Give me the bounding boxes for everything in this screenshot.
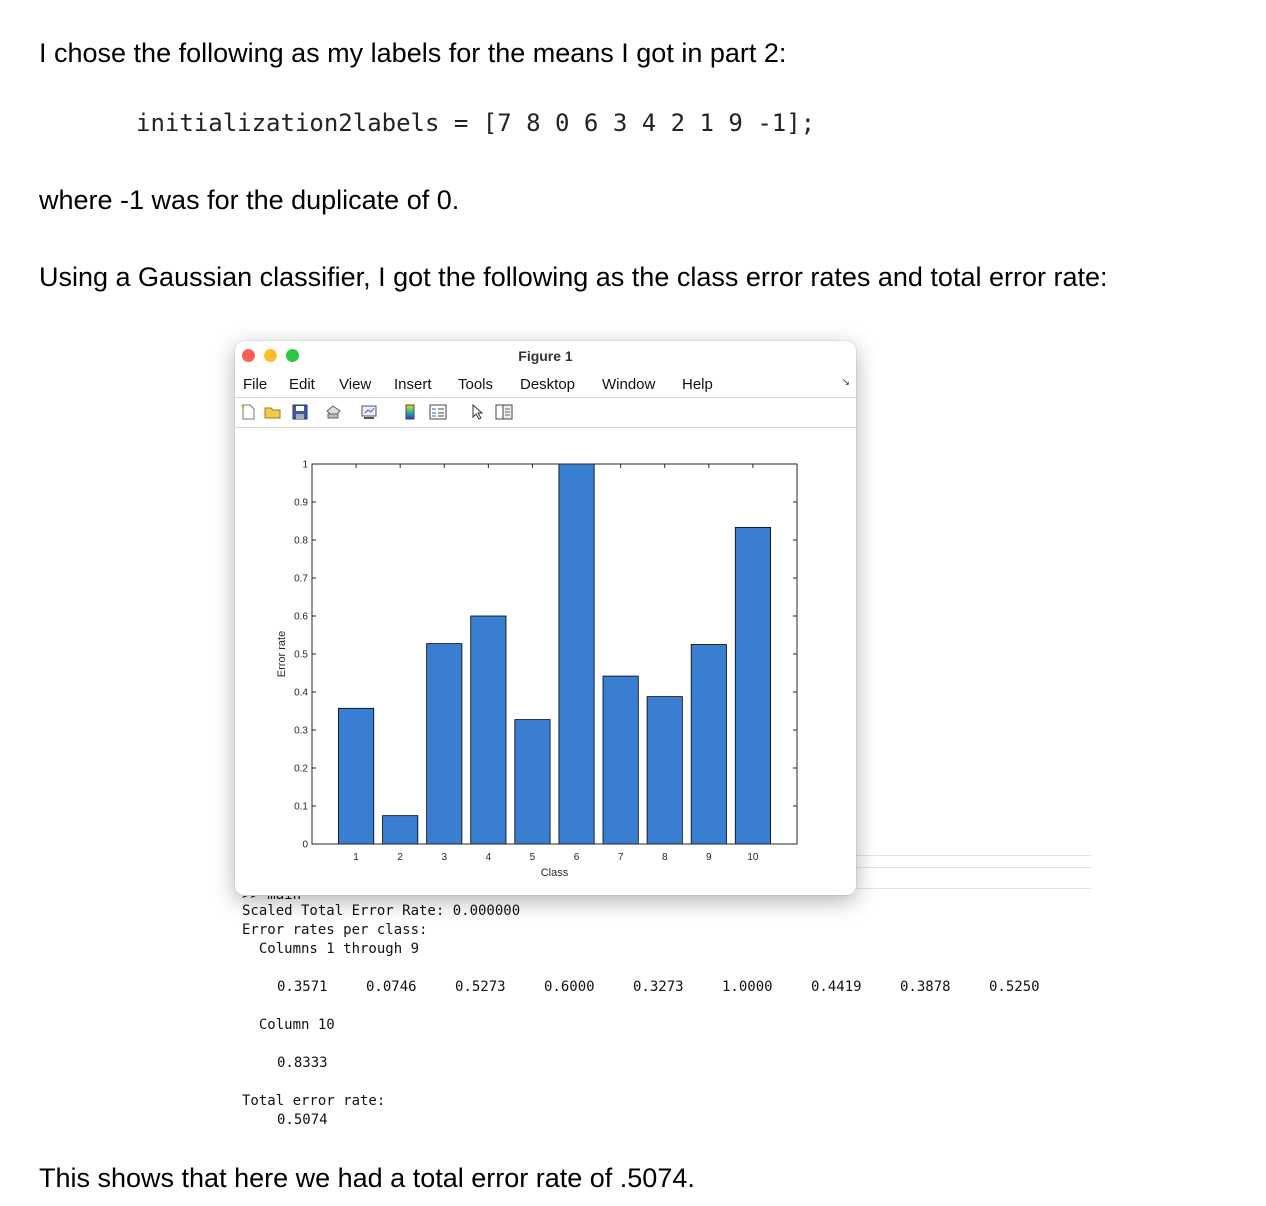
y-tick-label: 0.4 [294,688,308,699]
console-value: 0.3878 [900,979,951,995]
y-axis-label: Error rate [276,631,288,677]
y-tick-label: 0.7 [294,574,308,585]
background-line [855,855,1091,856]
console-value: 0.0746 [366,979,417,995]
console-values-row: 0.3571 0.0746 0.5273 0.6000 0.3273 1.000… [0,979,1266,998]
menu-window[interactable]: Window [602,376,656,393]
bar-class-2 [382,815,419,845]
plot-area[interactable]: 1 2 3 4 5 6 7 8 9 10 0 0.1 0.2 0.3 0.4 0.5 0.6 0.7 0.8 0.9 1… [235,428,856,895]
menu-desktop[interactable]: Desktop [520,376,576,393]
console-value: 0.5250 [989,979,1040,995]
console-columns-1-9: Columns 1 through 9 [242,941,420,957]
bar-class-9 [690,644,727,845]
new-file-icon[interactable] [239,403,257,421]
y-tick-label: 0.1 [294,802,308,813]
duplicate-note-paragraph: where -1 was for the duplicate of 0. [39,185,460,215]
x-tick-label: 6 [574,852,580,863]
bar-class-10 [734,526,771,845]
console-column-10: Column 10 [242,1017,335,1033]
x-tick-label: 9 [706,852,712,863]
console-total-label: Total error rate: [242,1093,386,1109]
link-plot-icon[interactable] [360,403,378,421]
menu-insert[interactable]: Insert [394,376,432,393]
window-titlebar[interactable]: Figure 1 [235,341,856,371]
x-tick-label: 5 [530,852,536,863]
console-value: 0.4419 [811,979,862,995]
legend-icon[interactable] [429,403,447,421]
minimize-window-button[interactable] [264,349,277,362]
print-icon[interactable] [324,403,342,421]
y-tick-label: 0.3 [294,726,308,737]
close-window-button[interactable] [242,349,255,362]
property-editor-icon[interactable] [495,403,513,421]
x-tick-label: 2 [397,852,403,863]
y-tick-label: 0.6 [294,612,308,623]
bar-chart: 1 2 3 4 5 6 7 8 9 10 0 0.1 0.2 0.3 0.4 0.5 0.6 0.7 0.8 0.9 1… [276,460,798,879]
figure-window: Figure 1 File Edit View Insert Tools Des… [235,341,856,895]
x-tick-label: 10 [747,852,759,863]
background-line [855,888,1091,889]
console-scaled-total: Scaled Total Error Rate: 0.000000 [242,903,521,919]
x-axis-label: Class [541,867,569,879]
bar-class-4 [470,615,507,845]
save-icon[interactable] [291,403,309,421]
window-title: Figure 1 [518,348,573,364]
x-tick-label: 4 [486,852,492,863]
console-value: 1.0000 [722,979,773,995]
bar-class-3 [426,643,463,845]
x-tick-label: 3 [441,852,447,863]
axes-box [311,463,798,845]
console-column-10-value: 0.8333 [277,1055,328,1071]
console-error-rates-header: Error rates per class: [242,922,428,938]
menu-bar: File Edit View Insert Tools Desktop Wind… [235,373,856,398]
zoom-window-button[interactable] [286,349,299,362]
labels-code-line: initialization2labels = [7 8 0 6 3 4 2 1… [136,109,816,137]
bar-class-7 [602,675,639,845]
menu-help[interactable]: Help [682,376,713,393]
y-tick-label: 0 [302,840,308,851]
bar-class-6 [558,463,595,845]
bar-class-1 [338,707,375,845]
figure-toolbar [235,398,856,428]
menu-edit[interactable]: Edit [289,376,315,393]
console-value: 0.3273 [633,979,684,995]
toolbar-toggle-arrow-icon[interactable]: ↘ [841,377,850,388]
conclusion-paragraph: This shows that here we had a total erro… [39,1163,695,1193]
menu-file[interactable]: File [243,376,268,393]
background-line [855,867,1091,868]
classifier-paragraph: Using a Gaussian classifier, I got the f… [39,262,1108,292]
console-partial-line: >> main [242,887,302,903]
y-tick-label: 0.9 [294,498,308,509]
console-value: 0.3571 [277,979,328,995]
bar-class-5 [514,719,551,845]
console-value: 0.6000 [544,979,595,995]
bar-class-8 [646,696,683,845]
intro-paragraph: I chose the following as my labels for t… [39,38,787,68]
console-total-value: 0.5074 [277,1112,328,1128]
x-tick-label: 8 [662,852,668,863]
x-tick-label: 7 [618,852,624,863]
y-tick-label: 0.2 [294,764,308,775]
console-value: 0.5273 [455,979,506,995]
menu-view[interactable]: View [339,376,372,393]
x-tick-label: 1 [353,852,359,863]
y-tick-label: 0.5 [294,650,308,661]
open-folder-icon[interactable] [264,403,282,421]
colorbar-icon[interactable] [401,403,419,421]
y-tick-label: 1 [302,460,308,471]
pointer-icon[interactable] [468,403,486,421]
y-tick-label: 0.8 [294,536,308,547]
menu-tools[interactable]: Tools [458,376,494,393]
